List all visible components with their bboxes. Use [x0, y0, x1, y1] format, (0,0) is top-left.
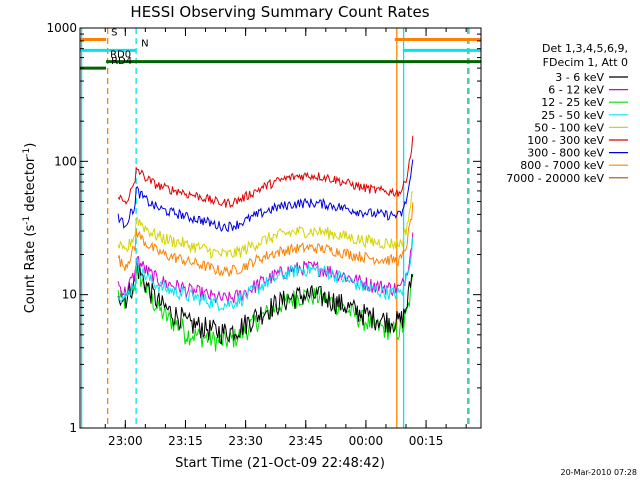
legend-entry-label: 25 - 50 keV [541, 109, 604, 122]
y-axis-label-end: ) [23, 143, 38, 148]
legend-entry-label: 6 - 12 keV [548, 84, 604, 97]
legend-entry-label: 300 - 800 keV [527, 147, 604, 160]
series-line [117, 191, 414, 259]
y-axis-label-sup2: -1 [22, 148, 32, 157]
y-tick-label: 1000 [46, 21, 77, 35]
legend-entry-label: 100 - 300 keV [527, 134, 604, 147]
x-axis-ticks: 23:00 23:15 23:30 23:45 00:00 00:15 [104, 28, 467, 448]
y-tick-label: 100 [54, 154, 77, 168]
y-axis-label-sup: -1 [22, 216, 32, 225]
x-tick-label: 00:15 [409, 434, 444, 448]
series-line [117, 202, 414, 277]
series-line [117, 159, 414, 233]
series-line [117, 260, 414, 345]
y-axis-label: Count Rate (s-1 detector-1) [22, 143, 38, 314]
flag-bar-label: S [111, 27, 117, 38]
x-axis-label: Start Time (21-Oct-09 22:48:42) [175, 456, 385, 471]
x-tick-label: 23:15 [168, 434, 203, 448]
x-tick-label: 23:45 [288, 434, 323, 448]
legend-entry-label: 800 - 7000 keV [520, 159, 604, 172]
plot-frame [79, 27, 482, 429]
y-axis-ticks: 1 10 100 1000 [46, 21, 481, 435]
legend-entry-label: 50 - 100 keV [534, 121, 604, 134]
flag-bar-label: RD4 [111, 56, 132, 67]
y-tick-label: 1 [69, 421, 77, 435]
x-tick-label: 23:30 [228, 434, 263, 448]
series-line [117, 135, 414, 209]
series-line [117, 236, 414, 312]
legend: Det 1,3,4,5,6,9,FDecim 1, Att 0 3 - 6 keV… [506, 42, 628, 185]
y-tick-label: 10 [62, 288, 77, 302]
legend-entry-label: 7000 - 20000 keV [506, 172, 604, 185]
flag-bar-label: RD0 [110, 50, 131, 61]
x-tick-label: 00:00 [349, 434, 384, 448]
series-lines [117, 135, 414, 352]
legend-entry-label: 12 - 25 keV [541, 96, 604, 109]
legend-title-line: FDecim 1, Att 0 [543, 56, 628, 69]
series-line [117, 263, 414, 352]
legend-title-line: Det 1,3,4,5,6,9, [542, 42, 628, 55]
flag-bar-label: N [141, 38, 148, 49]
timestamp: 20-Mar-2010 07:28 [561, 468, 638, 477]
y-axis-label-main: Count Rate (s [23, 225, 38, 314]
y-axis-label-mid: detector [23, 156, 38, 216]
x-tick-label: 23:00 [108, 434, 143, 448]
legend-entry-label: 3 - 6 keV [555, 71, 604, 84]
chart-title: HESSI Observing Summary Count Rates [130, 3, 429, 21]
